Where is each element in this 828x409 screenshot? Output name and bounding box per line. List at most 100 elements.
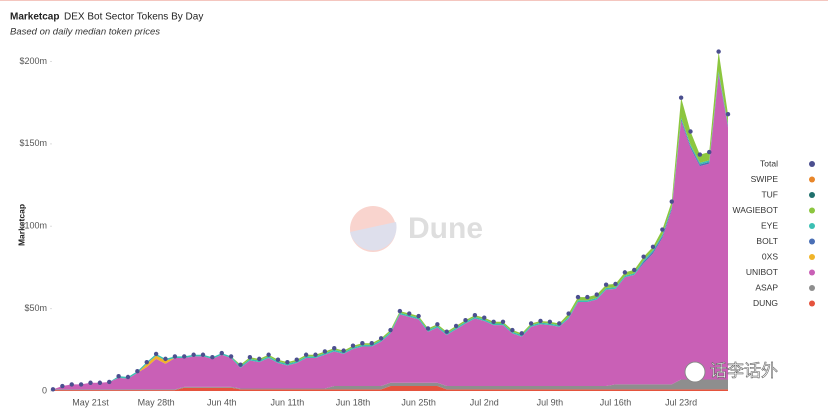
total-dot: [163, 356, 168, 362]
total-dot: [332, 345, 337, 351]
total-dot: [153, 351, 159, 357]
total-dot: [303, 352, 309, 357]
total-dot: [275, 357, 281, 362]
watermark-logo-part: [350, 222, 397, 251]
y-tick-label: $200m: [19, 56, 47, 66]
total-dot: [388, 327, 393, 333]
total-dot: [622, 270, 628, 275]
total-dot: [603, 282, 609, 287]
legend-label: DUNG: [753, 298, 778, 308]
x-tick-label: May 21st: [72, 397, 109, 407]
total-dot: [510, 327, 515, 333]
total-dot: [135, 369, 140, 374]
legend-label: WAGIEBOT: [733, 205, 779, 215]
plot: 0 $50m $100m $150m $200m May 21st May 28th Jun …: [19, 49, 731, 407]
x-tick-label: Jul 16th: [600, 397, 632, 407]
total-dot: [641, 254, 646, 259]
total-dot: [678, 95, 684, 100]
y-tick-label: $50m: [24, 303, 47, 313]
total-dot: [285, 359, 290, 365]
x-tick-label: Jun 25th: [401, 397, 436, 407]
total-dot: [688, 129, 693, 134]
total-dot: [116, 373, 121, 379]
total-dot: [294, 357, 299, 362]
legend-label: BOLT: [756, 236, 778, 246]
total-dot: [425, 326, 431, 331]
legend-swatch: [809, 269, 815, 276]
total-dot: [107, 379, 112, 385]
x-tick-label: Jun 18th: [336, 397, 371, 407]
legend-swatch: [809, 300, 815, 307]
total-dot: [369, 341, 374, 346]
total-dot: [313, 352, 318, 357]
legend-swatch: [809, 254, 815, 260]
total-dot: [707, 149, 712, 155]
total-dot: [716, 49, 721, 54]
total-dot: [257, 356, 262, 362]
legend-swatch: [809, 161, 815, 167]
x-tick-label: Jun 11th: [270, 397, 304, 407]
total-dot: [566, 311, 571, 316]
chart-subtitle: DEX Bot Sector Tokens By Day: [64, 12, 203, 23]
legend-swatch: [809, 207, 815, 214]
total-dot: [444, 329, 449, 334]
total-dot: [660, 227, 665, 232]
total-dot: [519, 331, 524, 336]
total-dot: [238, 362, 243, 367]
legend-label: 0XS: [762, 251, 778, 261]
chart-note: Based on daily median token prices: [10, 27, 160, 38]
legend-swatch: [809, 238, 815, 245]
x-tick-label: Jul 9th: [537, 397, 564, 407]
total-dot: [266, 352, 271, 357]
legend-label: TUF: [761, 189, 778, 199]
total-dot: [538, 318, 543, 324]
total-dot: [69, 382, 74, 387]
total-dot: [594, 292, 599, 297]
total-dot: [528, 321, 534, 326]
total-dot: [78, 382, 84, 387]
total-dot: [191, 352, 196, 357]
total-dot: [182, 354, 187, 359]
legend-swatch: [809, 285, 815, 291]
legend-label: ASAP: [755, 282, 778, 292]
total-dot: [482, 315, 487, 320]
total-dot: [341, 348, 346, 353]
total-dot: [547, 319, 553, 324]
total-dot: [172, 354, 178, 359]
legend-swatch: [809, 176, 815, 183]
total-dot: [228, 354, 234, 359]
total-dot: [397, 308, 403, 314]
legend-label: Total: [760, 158, 778, 168]
total-dot: [88, 380, 93, 385]
total-dot: [97, 380, 103, 385]
x-tick-label: Jul 23rd: [665, 397, 697, 407]
y-axis-label: Marketcap: [16, 204, 26, 246]
total-dot: [435, 322, 440, 327]
y-tick-label: $150m: [19, 138, 47, 148]
total-dot: [557, 321, 562, 326]
total-dot: [144, 359, 149, 365]
legend-label: UNIBOT: [746, 267, 778, 277]
x-tick-label: Jun 4th: [207, 397, 237, 407]
total-dot: [125, 374, 131, 380]
area: [53, 74, 728, 390]
total-dot: [200, 352, 206, 357]
total-dot: [725, 112, 731, 117]
total-dot: [453, 323, 459, 329]
total-dot: [575, 294, 581, 300]
legend-label: SWIPE: [751, 174, 779, 184]
wechat-icon: [684, 361, 706, 383]
dune-watermark: Dune: [350, 206, 483, 252]
total-dot: [360, 341, 365, 346]
total-dot: [322, 349, 328, 354]
total-dot: [613, 281, 618, 287]
total-dot: [669, 199, 674, 204]
total-dot: [632, 267, 637, 273]
legend-swatch: [809, 223, 815, 229]
total-dot: [60, 383, 65, 389]
y-tick-label: $100m: [19, 221, 47, 231]
total-dot: [210, 355, 215, 360]
total-dot: [472, 313, 478, 318]
total-dot: [407, 311, 412, 316]
